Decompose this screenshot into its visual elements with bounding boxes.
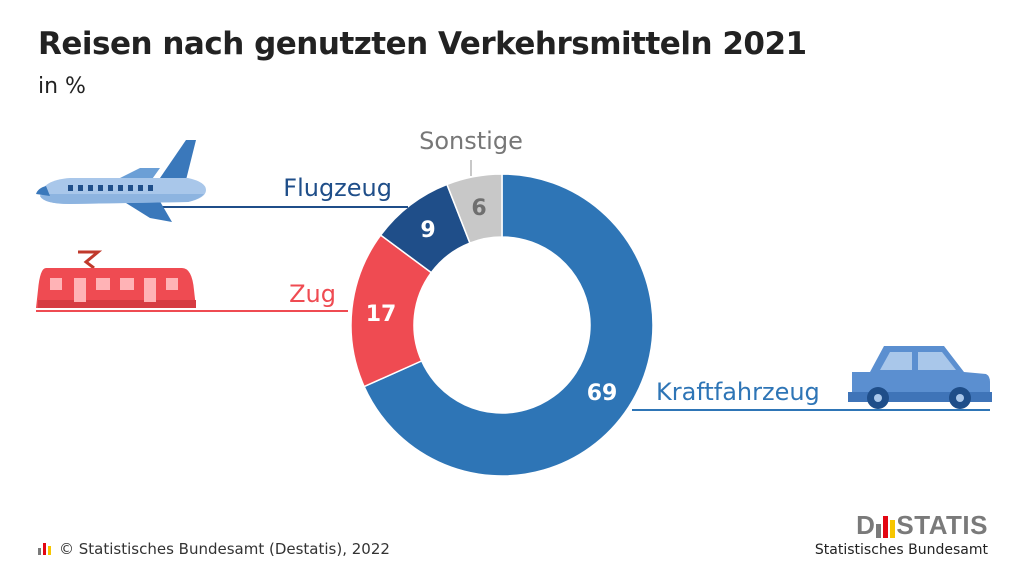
footer-source: © Statistisches Bundesamt (Destatis), 20… (38, 540, 390, 558)
category-label-flugzeug: Flugzeug (283, 174, 392, 202)
chart-title: Reisen nach genutzten Verkehrsmitteln 20… (38, 26, 807, 62)
airplane-icon (36, 140, 206, 222)
value-label-zug: 17 (366, 302, 397, 327)
category-label-sonstige: Sonstige (419, 127, 523, 155)
slice-kraftfahrzeug (363, 173, 654, 477)
copyright-text: © Statistisches Bundesamt (Destatis), 20… (59, 540, 390, 558)
logo-suffix: STATIS (896, 510, 988, 540)
value-label-sonstige: 6 (471, 196, 486, 221)
car-icon (848, 346, 992, 409)
slice-sonstige (445, 173, 503, 245)
train-icon (36, 250, 196, 308)
destatis-logo: D STATIS (856, 510, 988, 541)
value-label-flugzeug: 9 (420, 218, 435, 243)
chart-subtitle: in % (38, 74, 86, 99)
value-label-kraftfahrzeug: 69 (587, 381, 618, 406)
category-label-kraftfahrzeug: Kraftfahrzeug (656, 378, 820, 406)
destatis-mini-logo-icon (38, 543, 51, 555)
logo-prefix: D (856, 510, 876, 540)
logo-tagline: Statistisches Bundesamt (814, 542, 988, 558)
category-label-zug: Zug (289, 280, 336, 308)
logo-bars-icon (876, 516, 896, 538)
